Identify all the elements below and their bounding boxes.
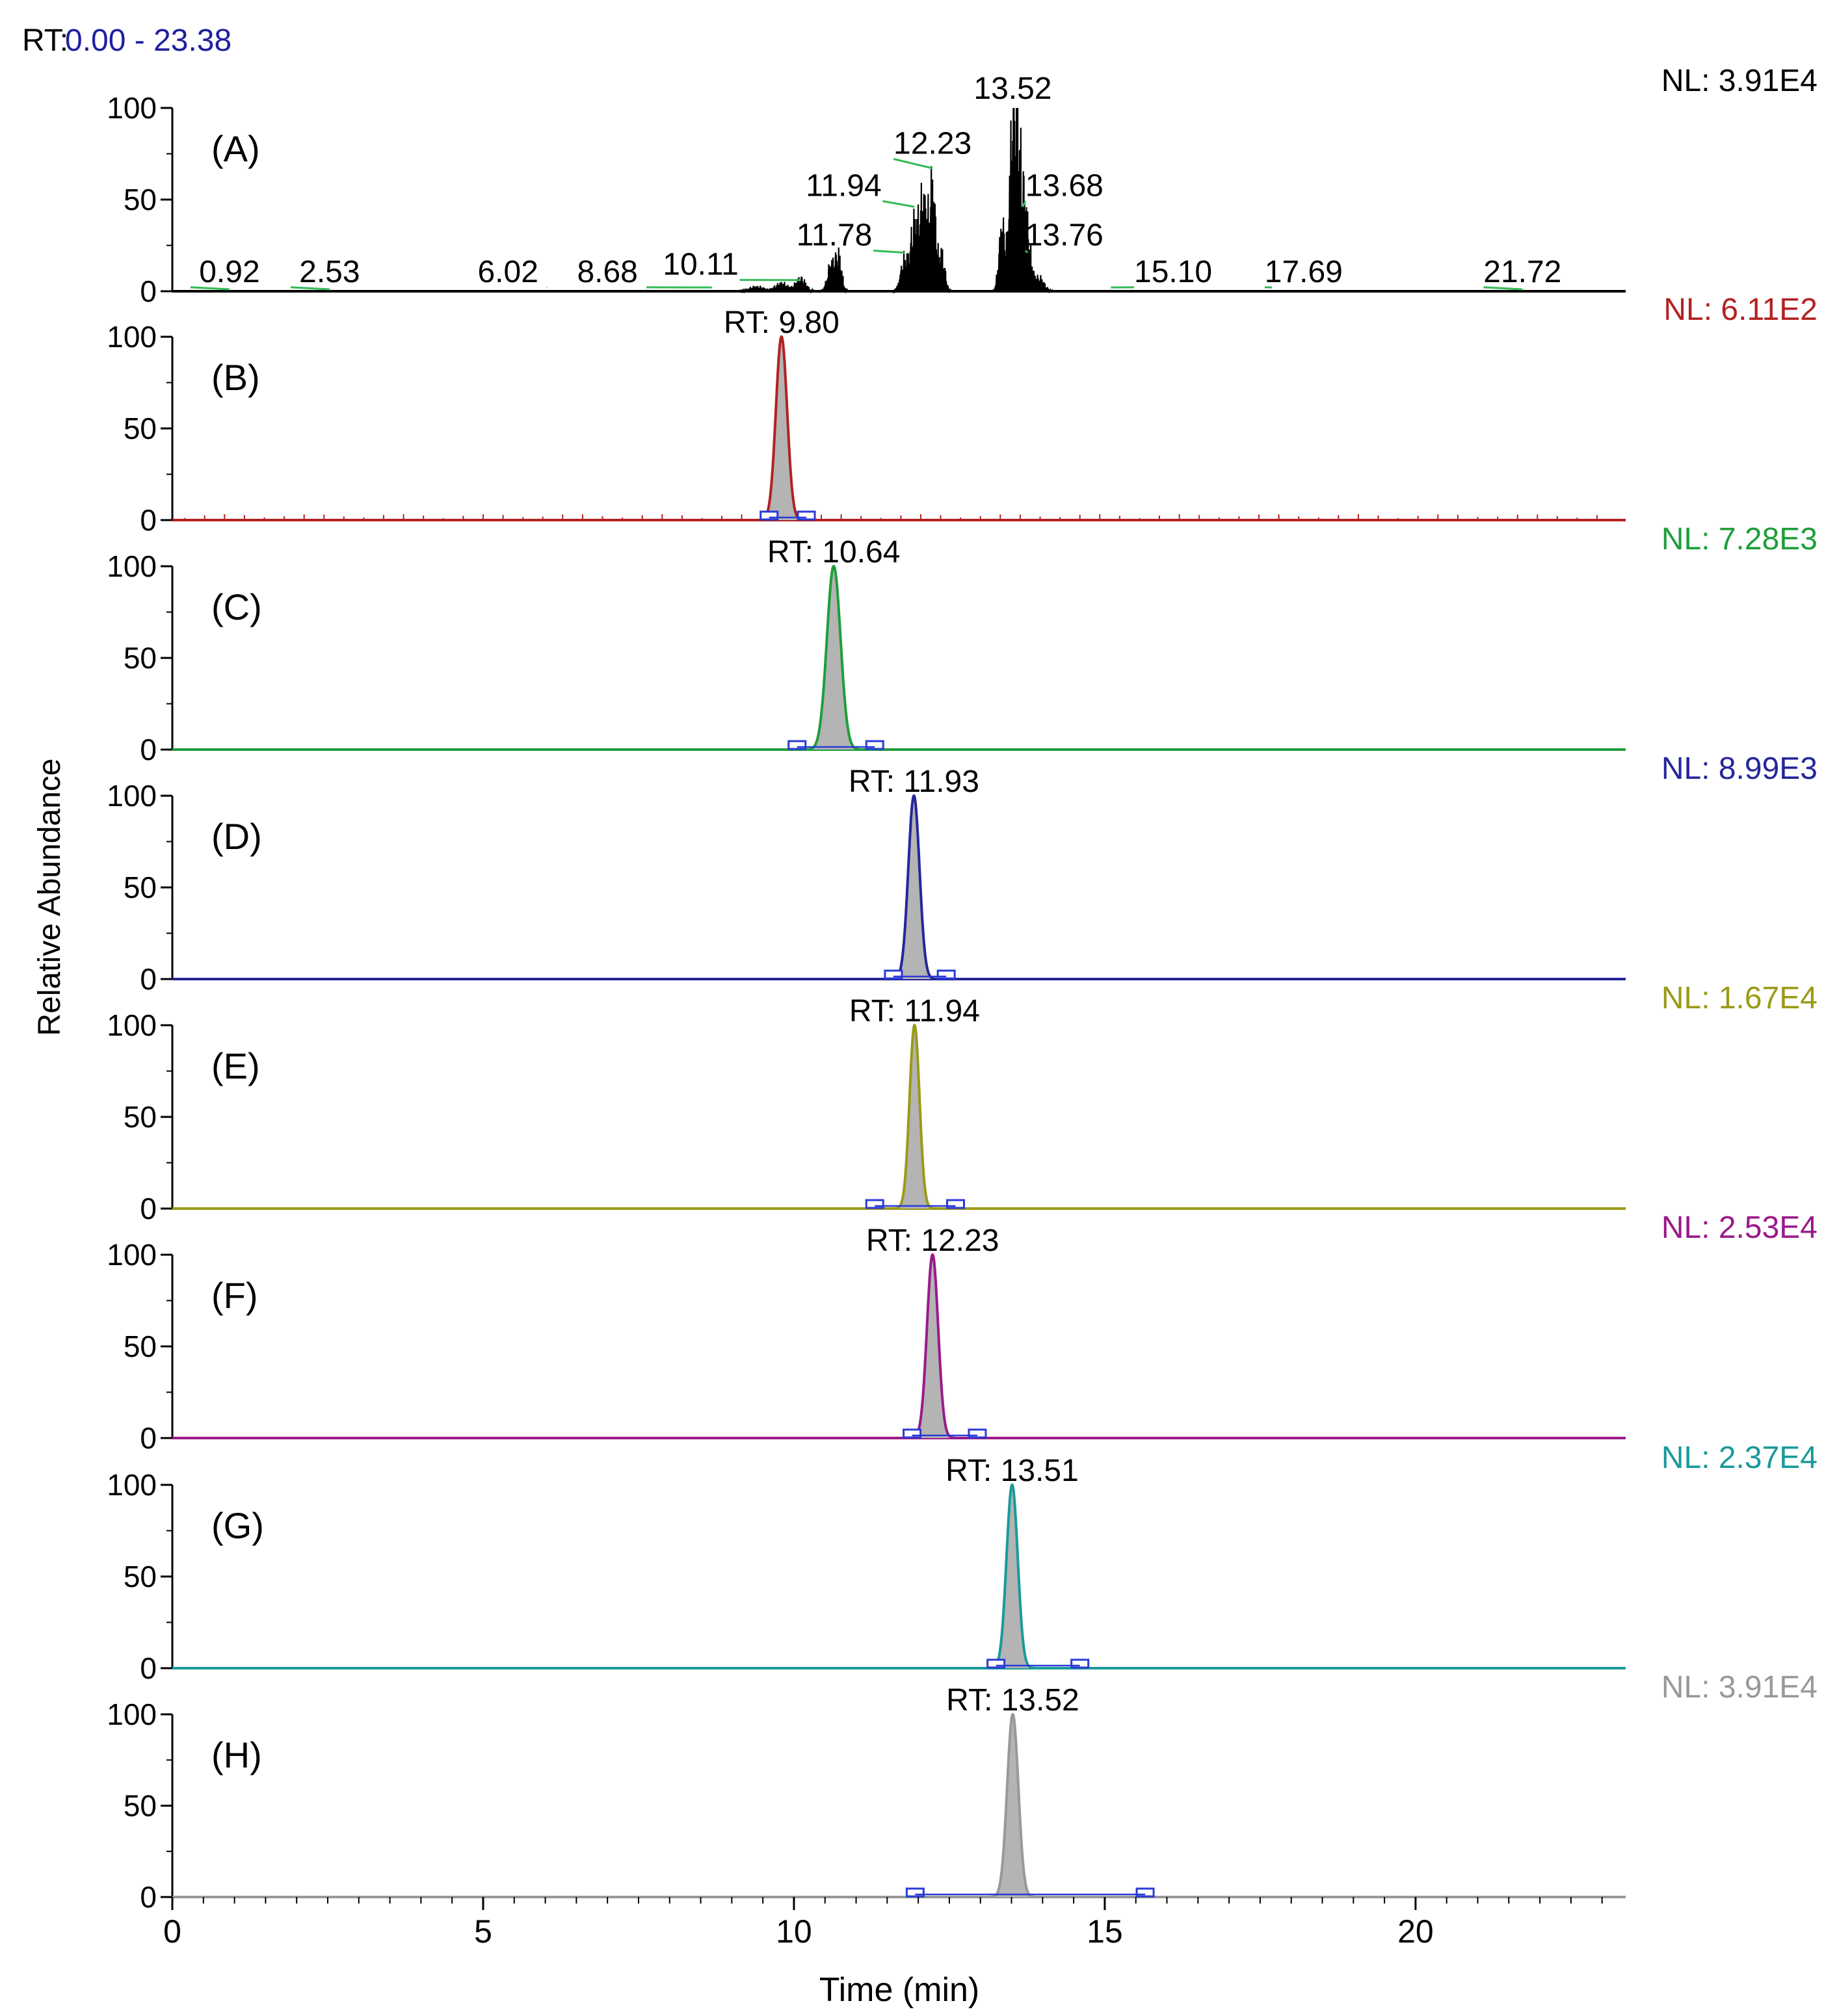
peak-annotation: 13.76 bbox=[1025, 218, 1104, 253]
rt-label: RT: 11.94 bbox=[849, 994, 980, 1028]
nl-label: NL: 2.53E4 bbox=[1661, 1211, 1817, 1245]
panel-f: 0 50 100 (F) NL: 2.53E4 RT: 12.23 bbox=[107, 1211, 1817, 1455]
annotation-connector bbox=[882, 200, 915, 208]
y-tick-label: 50 bbox=[124, 412, 157, 445]
nl-label: NL: 3.91E4 bbox=[1661, 64, 1817, 98]
peak-annotation: 6.02 bbox=[477, 255, 538, 289]
panel-label: (E) bbox=[211, 1045, 260, 1086]
peak-area bbox=[915, 1714, 1146, 1897]
panel-a: 0 50 100 (A) NL: 3.91E4 0.92 2.53 6.02 8.68 10.11… bbox=[107, 64, 1817, 308]
peak-area bbox=[875, 1025, 956, 1209]
panel-label: (F) bbox=[211, 1275, 258, 1316]
y-tick-label: 100 bbox=[107, 1008, 157, 1042]
y-tick-label: 0 bbox=[140, 1651, 157, 1685]
nl-label: NL: 1.67E4 bbox=[1661, 981, 1817, 1015]
peak-annotation: 2.53 bbox=[299, 255, 360, 289]
x-tick-label: 0 bbox=[163, 1913, 181, 1950]
peak-annotation: 15.10 bbox=[1134, 255, 1212, 289]
y-tick-label: 50 bbox=[124, 183, 157, 216]
y-tick-label: 50 bbox=[124, 871, 157, 904]
y-tick-label: 100 bbox=[107, 1468, 157, 1502]
y-tick-label: 50 bbox=[124, 641, 157, 675]
y-tick-label: 100 bbox=[107, 320, 157, 354]
x-tick-label: 15 bbox=[1087, 1913, 1123, 1950]
peak-annotation: 17.69 bbox=[1265, 255, 1343, 289]
rt-range-label: RT: bbox=[22, 23, 68, 58]
annotation-connector bbox=[290, 286, 330, 291]
panel-label: (D) bbox=[211, 816, 262, 857]
y-tick-label: 0 bbox=[140, 274, 157, 308]
annotation-connector bbox=[1483, 286, 1523, 291]
annotation-connector bbox=[1022, 200, 1027, 207]
peak-trace bbox=[890, 1023, 940, 1210]
rt-label: RT: 10.64 bbox=[767, 535, 901, 569]
peak-annotation: 0.92 bbox=[199, 255, 259, 289]
y-tick-label: 100 bbox=[107, 779, 157, 813]
peak-area bbox=[797, 566, 875, 750]
x-tick-label: 5 bbox=[474, 1913, 492, 1950]
peak-trace bbox=[799, 564, 868, 751]
rt-range-value: 0.00 - 23.38 bbox=[65, 23, 231, 58]
panel-g: 0 50 100 (G) NL: 2.37E4 RT: 13.51 bbox=[107, 1441, 1817, 1685]
peak-annotation: 11.94 bbox=[806, 168, 882, 203]
y-tick-label: 0 bbox=[140, 1421, 157, 1455]
y-tick-label: 100 bbox=[107, 1238, 157, 1272]
y-tick-label: 0 bbox=[140, 962, 157, 996]
noise-trace bbox=[184, 514, 1598, 520]
peak-annotation: 13.52 bbox=[973, 72, 1051, 106]
annotation-connector bbox=[893, 158, 933, 170]
x-tick-label: 20 bbox=[1397, 1913, 1434, 1950]
peak-annotation: 10.11 bbox=[663, 248, 739, 282]
rt-label: RT: 13.51 bbox=[945, 1454, 1079, 1488]
panel-e: 0 50 100 (E) NL: 1.67E4 RT: 11.94 bbox=[107, 981, 1817, 1225]
y-tick-label: 100 bbox=[107, 549, 157, 583]
peak-area bbox=[886, 796, 947, 979]
panel-label: (A) bbox=[211, 128, 260, 169]
rt-label: RT: 12.23 bbox=[866, 1224, 999, 1258]
panel-b: 0 50 100 (B) NL: 6.11E2 RT: 9.80 bbox=[107, 293, 1817, 537]
peak-area bbox=[905, 1255, 977, 1438]
y-tick-label: 50 bbox=[124, 1100, 157, 1134]
annotation-connector bbox=[873, 250, 905, 254]
y-tick-label: 50 bbox=[124, 1560, 157, 1593]
y-tick-label: 0 bbox=[140, 1880, 157, 1914]
nl-label: NL: 6.11E2 bbox=[1663, 293, 1817, 327]
peak-area bbox=[753, 337, 810, 520]
peak-annotation: 12.23 bbox=[893, 127, 971, 161]
peak-annotation: 21.72 bbox=[1483, 255, 1561, 289]
y-tick-label: 100 bbox=[107, 91, 157, 125]
rt-label: RT: 9.80 bbox=[724, 306, 839, 340]
y-tick-label: 100 bbox=[107, 1697, 157, 1731]
peak-annotation: 8.68 bbox=[577, 255, 637, 289]
rt-label: RT: 11.93 bbox=[849, 765, 979, 799]
peak-area bbox=[984, 1485, 1080, 1668]
panel-label: (B) bbox=[211, 357, 260, 398]
y-tick-label: 50 bbox=[124, 1329, 157, 1363]
nl-label: NL: 3.91E4 bbox=[1661, 1670, 1817, 1705]
y-tick-label: 50 bbox=[124, 1789, 157, 1823]
panel-label: (C) bbox=[211, 586, 262, 627]
y-tick-label: 0 bbox=[140, 503, 157, 537]
y-tick-label: 0 bbox=[140, 1192, 157, 1225]
nl-label: NL: 2.37E4 bbox=[1661, 1441, 1817, 1475]
annotation-connector bbox=[190, 286, 230, 291]
panel-c: 0 50 100 (C) NL: 7.28E3 RT: 10.64 bbox=[107, 522, 1817, 766]
panel-h: 0 50 100 (H) NL: 3.91E4 RT: 13.52 bbox=[107, 1670, 1817, 1914]
peak-trace bbox=[985, 1712, 1040, 1898]
rt-label: RT: 13.52 bbox=[946, 1683, 1079, 1718]
nl-label: NL: 7.28E3 bbox=[1661, 522, 1817, 556]
tic-trace bbox=[172, 107, 1625, 295]
peak-annotation: 13.68 bbox=[1025, 168, 1104, 203]
x-tick-label: 10 bbox=[776, 1913, 812, 1950]
annotation-connector bbox=[1024, 250, 1029, 254]
panel-d: 0 50 100 (D) NL: 8.99E3 RT: 11.93 bbox=[107, 752, 1817, 996]
panel-label: (G) bbox=[211, 1505, 264, 1546]
x-axis-label: Time (min) bbox=[819, 1971, 980, 2009]
panel-label: (H) bbox=[211, 1735, 262, 1775]
nl-label: NL: 8.99E3 bbox=[1661, 752, 1817, 786]
peak-annotation: 11.78 bbox=[797, 218, 873, 253]
y-axis-label: Relative Abundance bbox=[33, 759, 67, 1036]
y-tick-label: 0 bbox=[140, 733, 157, 766]
